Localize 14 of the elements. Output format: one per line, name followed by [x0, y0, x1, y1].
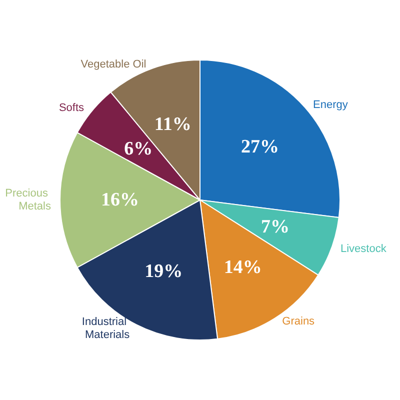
data-label: 16% — [101, 190, 139, 210]
data-label: 19% — [144, 260, 183, 282]
data-label: 27% — [241, 136, 280, 158]
slice-label: Precious Metals — [5, 188, 52, 212]
data-label: 14% — [224, 257, 262, 278]
slice-label: Grains — [282, 316, 316, 328]
slice-label: Livestock — [340, 242, 387, 255]
slice-label: Softs — [58, 102, 85, 114]
data-label: 7% — [261, 216, 290, 238]
data-label: 6% — [124, 138, 153, 160]
slice-label: Energy — [313, 98, 348, 111]
data-label: 11% — [154, 114, 192, 136]
slice-label: Industrial Materials — [82, 316, 130, 341]
slice-label: Vegetable Oil — [80, 58, 146, 71]
